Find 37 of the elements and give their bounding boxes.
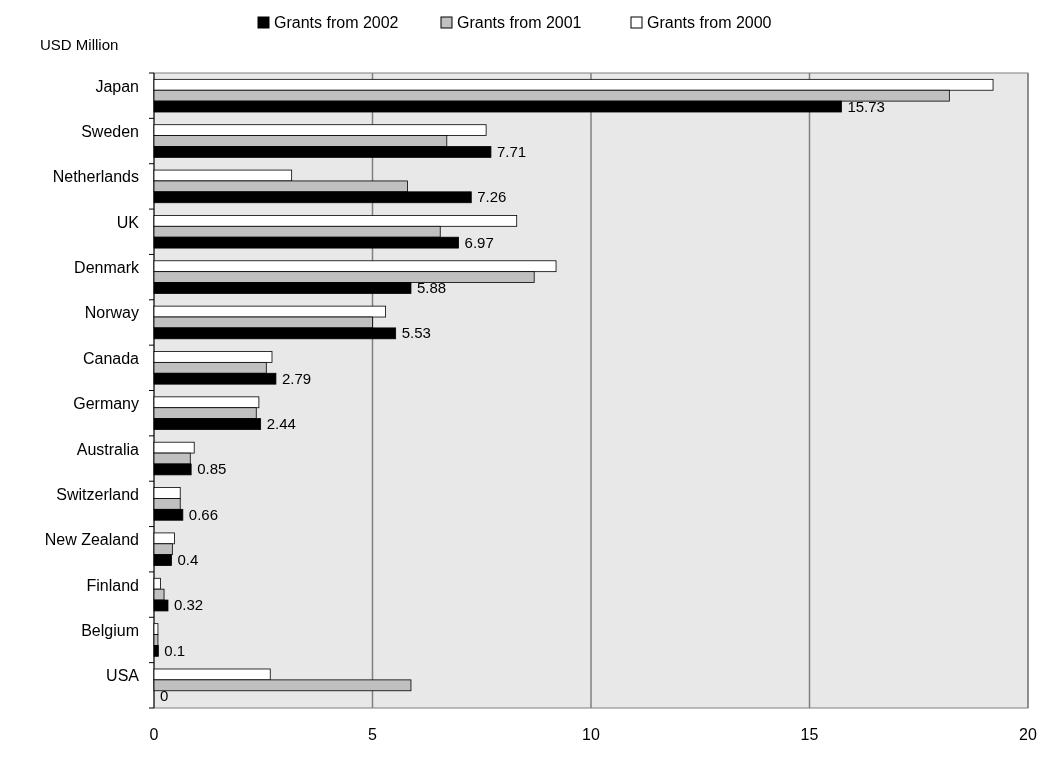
data-label: 5.88 xyxy=(416,278,447,296)
y-tick-label: Japan xyxy=(95,77,139,95)
y-axis-title: USD Million xyxy=(40,36,119,53)
x-tick-label: 10 xyxy=(582,726,600,743)
x-tick-label: 20 xyxy=(1019,726,1037,743)
data-label: 2.44 xyxy=(266,415,296,433)
y-tick-label: Canada xyxy=(82,349,140,367)
legend-label: Grants from 2000 xyxy=(647,14,772,31)
y-tick-label: Germany xyxy=(73,395,139,413)
y-tick-label: Switzerland xyxy=(56,485,139,503)
data-label: 7.71 xyxy=(496,142,527,160)
y-tick-label: New Zealand xyxy=(44,531,139,549)
y-tick-label: Norway xyxy=(84,304,139,322)
x-tick-label: 0 xyxy=(149,726,159,743)
y-tick-label: Belgium xyxy=(81,621,139,639)
data-label: 2.79 xyxy=(281,369,312,387)
y-tick-label: Australia xyxy=(76,440,140,458)
data-label: 0.66 xyxy=(188,505,219,523)
x-tick-label: 15 xyxy=(800,726,819,743)
data-label: 0.4 xyxy=(177,551,199,569)
data-label: 6.97 xyxy=(464,233,494,251)
legend-label: Grants from 2001 xyxy=(457,14,582,31)
y-tick-label: Netherlands xyxy=(52,168,139,186)
legend-label: Grants from 2002 xyxy=(274,14,399,31)
data-label: 15.73 xyxy=(847,97,885,115)
y-tick-label: UK xyxy=(116,213,140,231)
y-tick-label: USA xyxy=(106,667,140,685)
data-label: 0.32 xyxy=(173,596,204,614)
data-label: 0.1 xyxy=(164,641,186,659)
y-tick-label: Finland xyxy=(86,576,139,594)
y-tick-label: Sweden xyxy=(81,123,139,141)
data-label: 0 xyxy=(160,687,169,705)
y-tick-label: Denmark xyxy=(74,259,140,277)
x-tick-label: 5 xyxy=(368,726,378,743)
data-label: 7.26 xyxy=(477,188,507,206)
data-label: 0.85 xyxy=(197,460,227,478)
data-label: 5.53 xyxy=(401,324,431,342)
